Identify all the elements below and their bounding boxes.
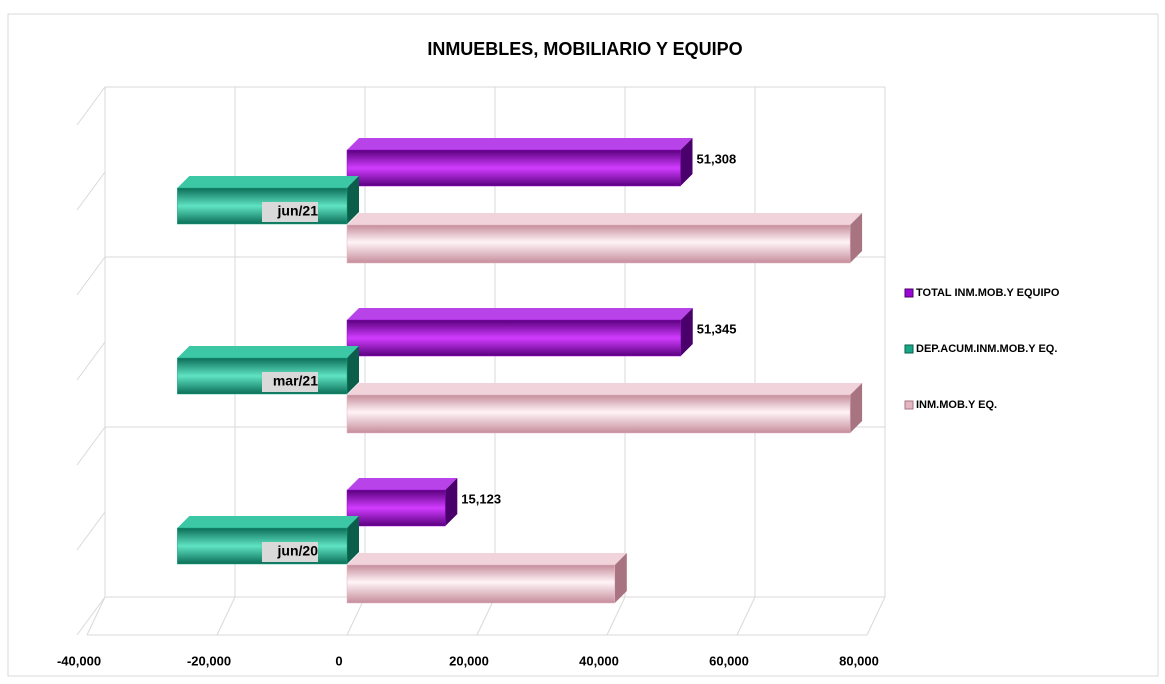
floor-line	[216, 596, 236, 636]
wall-line	[76, 341, 106, 381]
category-label-bg	[262, 202, 318, 222]
legend-label: INM.MOB.Y EQ.	[916, 399, 997, 411]
floor-line	[736, 596, 756, 636]
legend-label: TOTAL INM.MOB.Y EQUIPO	[916, 287, 1060, 299]
y-tick-label: jun/21	[277, 203, 319, 219]
bar-end	[347, 516, 359, 564]
bar-top	[347, 213, 863, 225]
x-tick-label: -40,000	[57, 653, 101, 668]
floor-line	[476, 596, 496, 636]
y-tick-label: jun/20	[277, 543, 319, 559]
legend-swatch	[904, 288, 914, 298]
category-label-bg	[262, 372, 318, 392]
bar-end	[850, 213, 863, 263]
legend-swatch	[904, 400, 914, 410]
floor-line	[346, 596, 366, 636]
bar	[346, 564, 616, 604]
chart-title: INMUEBLES, MOBILIARIO Y EQUIPO	[427, 39, 742, 59]
bar	[346, 394, 851, 434]
bar-end	[347, 346, 359, 394]
bar-top	[177, 346, 359, 358]
legend-swatch	[904, 344, 914, 354]
x-tick-label: -20,000	[187, 653, 231, 668]
bar	[346, 319, 681, 357]
data-label: 51,345	[697, 321, 737, 336]
bar-top	[347, 308, 693, 320]
floor-line	[866, 596, 886, 636]
x-tick-label: 80,000	[839, 653, 879, 668]
x-tick-label: 60,000	[709, 653, 749, 668]
y-tick-label: mar/21	[273, 373, 318, 389]
bar-end	[680, 138, 693, 186]
bar-top	[177, 516, 359, 528]
floor-line	[86, 596, 106, 636]
wall-line	[76, 86, 106, 126]
wall-line	[76, 426, 106, 466]
category-label-bg	[262, 542, 318, 562]
x-tick-label: 40,000	[579, 653, 619, 668]
bar	[346, 149, 681, 187]
bar	[346, 224, 851, 264]
bar-top	[177, 176, 359, 188]
x-tick-label: 0	[335, 653, 342, 668]
wall-line	[76, 511, 106, 551]
wall-line	[76, 256, 106, 296]
floor-line	[606, 596, 626, 636]
data-label: 15,123	[461, 491, 501, 506]
bar-end	[680, 308, 693, 356]
data-label: 51,308	[697, 151, 737, 166]
x-tick-label: 20,000	[449, 653, 489, 668]
bar-end	[614, 553, 627, 603]
bar-top	[347, 138, 693, 150]
legend-label: DEP.ACUM.INM.MOB.Y EQ.	[916, 343, 1057, 355]
bar-end	[445, 478, 458, 526]
bar	[346, 489, 446, 527]
bar-top	[347, 478, 458, 490]
bar-top	[347, 553, 627, 565]
wall-line	[76, 171, 106, 211]
wall-line	[76, 596, 106, 636]
bar-end	[347, 176, 359, 224]
bar-top	[347, 383, 863, 395]
bar-end	[850, 383, 863, 433]
